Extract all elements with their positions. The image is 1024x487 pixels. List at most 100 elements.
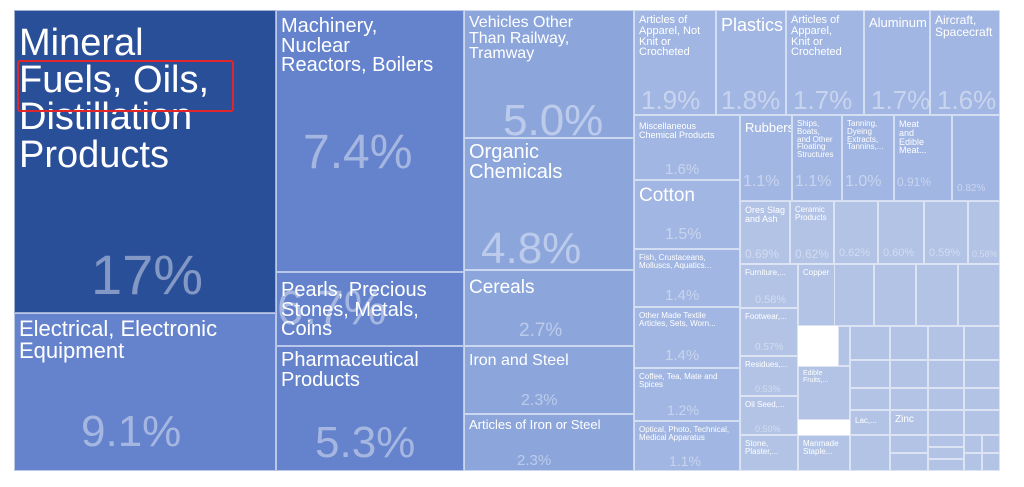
treemap-small-cell[interactable] xyxy=(928,435,964,447)
cell-percent: 9.1% xyxy=(81,407,182,456)
cell-label: Rubbers xyxy=(745,120,792,135)
treemap-cell-aircraft-spacecraft-14[interactable]: Aircraft, Spacecraft 1.6% xyxy=(930,10,1000,115)
treemap-small-cell[interactable] xyxy=(850,360,890,388)
treemap-small-cell[interactable] xyxy=(890,360,928,388)
treemap-small-cell[interactable] xyxy=(916,264,958,326)
treemap-cell-other-made-textile-articles-sets-worn-18[interactable]: Other Made Textile Articles, Sets, Worn.… xyxy=(634,307,740,368)
treemap-cell-ships-boats-and-other-floating-structures-22[interactable]: Ships, Boats, and Other Floating Structu… xyxy=(792,115,842,201)
cell-percent: 0.50% xyxy=(755,424,781,434)
cell-label: Zinc xyxy=(895,414,914,425)
treemap-cell-optical-photo-technical-medical-apparatus-20[interactable]: Optical, Photo, Technical, Medical Appar… xyxy=(634,421,740,471)
treemap-cell-manmade-staple-41[interactable]: Manmade Staple... xyxy=(798,435,850,471)
cell-label: Ships, Boats, and Other Floating Structu… xyxy=(797,119,834,160)
cell-label: Machinery, Nuclear Reactors, Boilers xyxy=(281,15,434,77)
cell-percent: 4.8% xyxy=(481,224,582,270)
treemap-cell-pharmaceutical-products-4[interactable]: Pharmaceutical Products 5.3% xyxy=(276,346,464,471)
treemap-cell-coffee-tea-mate-and-spices-19[interactable]: Coffee, Tea, Mate and Spices 1.2% xyxy=(634,368,740,421)
cell-percent: 7.4% xyxy=(303,126,413,179)
treemap-cell-ores-slag-and-ash-26[interactable]: Ores Slag and Ash 0.69% xyxy=(740,201,790,264)
treemap-cell-footwear-34[interactable]: Footwear,... 0.57% xyxy=(740,308,798,356)
cell-percent: 0.69% xyxy=(745,247,780,261)
cell-label: Electrical, Electronic Equipment xyxy=(19,316,218,363)
cell-label: Optical, Photo, Technical, Medical Appar… xyxy=(639,425,730,442)
cell-percent: 0.60% xyxy=(883,247,915,259)
treemap-cell-mineral-fuels-oils-distillation-products-0[interactable]: Mineral Fuels, Oils, Distillation Produc… xyxy=(14,10,276,313)
treemap-small-cell[interactable] xyxy=(958,264,1000,326)
cell-percent: 0.58% xyxy=(755,294,787,306)
treemap-cell-ceramic-products-27[interactable]: Ceramic Products 0.62% xyxy=(790,201,834,264)
treemap-cell-iron-and-steel-8[interactable]: Iron and Steel 2.3% xyxy=(464,346,634,414)
treemap-small-cell[interactable] xyxy=(890,326,928,360)
cell-label: Lac,... xyxy=(855,416,877,425)
cell-percent: 1.7% xyxy=(871,85,930,115)
treemap-small-cell[interactable] xyxy=(928,360,964,388)
treemap-cell-unlabeled-28[interactable]: 0.62% xyxy=(834,201,878,264)
treemap-cell-organic-chemicals-6[interactable]: Organic Chemicals 4.8% xyxy=(464,138,634,270)
treemap-small-cell[interactable] xyxy=(928,447,964,459)
cell-label: Coffee, Tea, Mate and Spices xyxy=(639,372,718,389)
treemap-cell-unlabeled-31[interactable]: 0.58% xyxy=(968,201,1000,264)
treemap-cell-unlabeled-29[interactable]: 0.60% xyxy=(878,201,924,264)
treemap-cell-electrical-electronic-equipment-1[interactable]: Electrical, Electronic Equipment 9.1% xyxy=(14,313,276,471)
treemap-cell-articles-of-apparel-not-knit-or-crocheted-10[interactable]: Articles of Apparel, Not Knit or Crochet… xyxy=(634,10,716,115)
cell-percent: 1.6% xyxy=(937,85,997,115)
treemap-cell-unlabeled-30[interactable]: 0.59% xyxy=(924,201,968,264)
cell-label: Mineral Fuels, Oils, Distillation Produc… xyxy=(19,22,210,176)
treemap-small-cell[interactable] xyxy=(928,388,964,410)
treemap-small-cell[interactable] xyxy=(834,264,874,326)
treemap-cell-meat-and-edible-meat-24[interactable]: Meat and Edible Meat... 0.91% xyxy=(894,115,952,201)
treemap-cell-cereals-7[interactable]: Cereals 2.7% xyxy=(464,270,634,346)
treemap-small-cell[interactable] xyxy=(890,453,928,471)
cell-percent: 0.82% xyxy=(957,183,986,194)
treemap-small-cell[interactable] xyxy=(964,453,982,471)
treemap-small-cell[interactable] xyxy=(850,435,890,471)
treemap-cell-furniture-32[interactable]: Furniture,... 0.58% xyxy=(740,264,798,308)
treemap-small-cell[interactable] xyxy=(964,435,982,453)
treemap-small-cell[interactable] xyxy=(890,388,928,410)
cell-label: Articles of Apparel, Not Knit or Crochet… xyxy=(639,14,701,59)
cell-label: Articles of Apparel, Knit or Crocheted xyxy=(791,14,842,59)
treemap-small-cell[interactable] xyxy=(982,435,1000,453)
treemap-cell-plastics-11[interactable]: Plastics 1.8% xyxy=(716,10,786,115)
treemap-small-cell[interactable] xyxy=(964,326,1000,360)
cell-percent: 1.5% xyxy=(665,226,702,243)
cell-percent: 5.0% xyxy=(503,96,604,138)
treemap-small-cell[interactable] xyxy=(964,360,1000,388)
treemap-cell-machinery-nuclear-reactors-boilers-2[interactable]: Machinery, Nuclear Reactors, Boilers 7.4% xyxy=(276,10,464,272)
treemap-cell-articles-of-apparel-knit-or-crocheted-12[interactable]: Articles of Apparel, Knit or Crocheted 1.… xyxy=(786,10,864,115)
cell-percent: 2.3% xyxy=(517,452,552,469)
treemap-cell-lac-38[interactable]: Lac,... xyxy=(850,410,890,435)
treemap-small-cell[interactable] xyxy=(982,453,1000,471)
treemap-cell-oil-seed-37[interactable]: Oil Seed,... 0.50% xyxy=(740,396,798,435)
treemap-cell-pearls-precious-stones-metals-coins-3[interactable]: Pearls, Precious Stones, Metals, Coins 6.… xyxy=(276,272,464,346)
treemap-small-cell[interactable] xyxy=(890,435,928,453)
treemap-small-cell[interactable] xyxy=(850,326,890,360)
treemap-cell-articles-of-iron-or-steel-9[interactable]: Articles of Iron or Steel 2.3% xyxy=(464,414,634,471)
treemap-small-cell[interactable] xyxy=(850,388,890,410)
treemap-cell-vehicles-other-than-railway-tramway-5[interactable]: Vehicles Other Than Railway, Tramway 5.0% xyxy=(464,10,634,138)
treemap-cell-aluminum-13[interactable]: Aluminum 1.7% xyxy=(864,10,930,115)
treemap-cell-miscellaneous-chemical-products-15[interactable]: Miscellaneous Chemical Products 1.6% xyxy=(634,115,740,180)
treemap-cell-tanning-dyeing-extracts-tannins-23[interactable]: Tanning, Dyeing Extracts, Tannins,... 1.0… xyxy=(842,115,894,201)
cell-label: Manmade Staple... xyxy=(803,439,839,456)
cell-label: Articles of Iron or Steel xyxy=(469,417,601,432)
treemap-cell-cotton-16[interactable]: Cotton 1.5% xyxy=(634,180,740,249)
treemap-cell-unlabeled-25[interactable]: 0.82% xyxy=(952,115,1000,201)
treemap-small-cell[interactable] xyxy=(928,459,964,471)
treemap-cell-copper-33[interactable]: Copper0.41% xyxy=(798,264,838,326)
treemap-cell-residues-35[interactable]: Residues,... 0.53% xyxy=(740,356,798,396)
treemap-small-cell[interactable] xyxy=(964,388,1000,410)
treemap-cell-stone-plaster-40[interactable]: Stone, Plaster,... xyxy=(740,435,798,471)
treemap-small-cell[interactable] xyxy=(838,326,850,366)
cell-percent: 0.58% xyxy=(972,249,998,259)
treemap-cell-rubbers-21[interactable]: Rubbers 1.1% xyxy=(740,115,792,201)
treemap-cell-edible-fruits-36[interactable]: Edible Fruits,... xyxy=(798,366,850,420)
treemap-small-cell[interactable] xyxy=(928,410,964,435)
treemap-small-cell[interactable] xyxy=(874,264,916,326)
treemap-cell-zinc-39[interactable]: Zinc xyxy=(890,410,928,435)
treemap-cell-fish-crustaceans-molluscs-aquatics-17[interactable]: Fish, Crustaceans, Molluscs, Aquatics...… xyxy=(634,249,740,307)
cell-percent: 2.7% xyxy=(519,320,563,341)
treemap-small-cell[interactable] xyxy=(964,410,1000,435)
cell-label: Residues,... xyxy=(745,360,788,369)
treemap-small-cell[interactable] xyxy=(928,326,964,360)
